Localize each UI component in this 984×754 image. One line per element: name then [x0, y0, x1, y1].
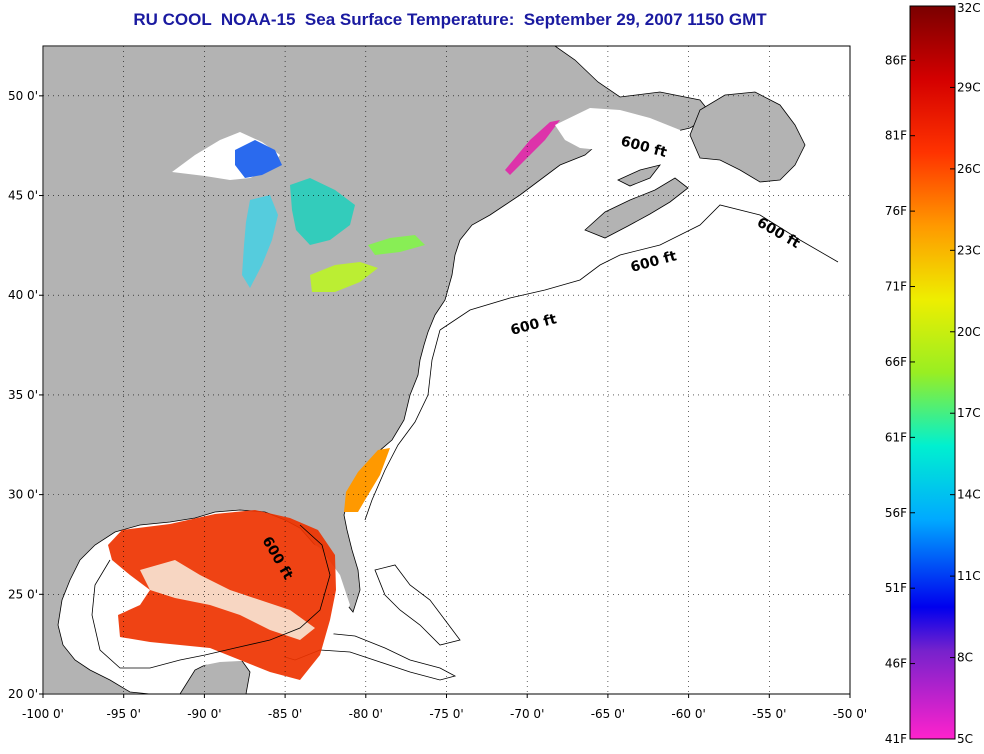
shelf-isobath-south: [364, 329, 441, 521]
latitude-tick-labels: 50 0' 45 0' 40 0' 35 0' 30 0' 25 0' 20 0': [8, 89, 38, 701]
fahrenheit-tick-label: 56F: [885, 506, 907, 520]
celsius-tick-label: 14C: [957, 488, 981, 502]
anticosti-land: [617, 164, 662, 187]
celsius-tick-label: 23C: [957, 243, 981, 257]
lon-tick-label: -65 0': [591, 707, 625, 721]
lon-tick-label: -100 0': [22, 707, 64, 721]
lake-huron: [290, 178, 355, 245]
celsius-tick-label: 26C: [957, 162, 981, 176]
lon-tick-label: -85 0': [268, 707, 302, 721]
land-masses: [42, 45, 806, 695]
lake-ontario: [368, 235, 425, 255]
celsius-tick-label: 20C: [957, 325, 981, 339]
atlantic-sst-strip: [344, 448, 390, 512]
lon-tick-label: -95 0': [107, 707, 141, 721]
lon-tick-label: -50 0': [833, 707, 867, 721]
gulf-st-lawrence: [555, 108, 690, 165]
celsius-tick-label: 11C: [957, 569, 981, 583]
gulf-sst-cool-band: [140, 560, 315, 640]
fahrenheit-tick-label: 81F: [885, 129, 907, 143]
longitude-tick-labels: -100 0' -95 0' -90 0' -85 0' -80 0' -75 0' -70…: [22, 707, 867, 721]
lat-tick-label: 35 0': [8, 388, 38, 402]
fahrenheit-tick-label: 66F: [885, 355, 907, 369]
lon-tick-label: -70 0': [510, 707, 544, 721]
lat-tick-label: 20 0': [8, 687, 38, 701]
bahamas-outline: [374, 564, 461, 646]
fahrenheit-tick-label: 86F: [885, 53, 907, 67]
lat-tick-label: 30 0': [8, 488, 38, 502]
nova-scotia-land: [584, 177, 689, 239]
lat-tick-label: 40 0': [8, 288, 38, 302]
fahrenheit-tick-label: 51F: [885, 581, 907, 595]
fahrenheit-tick-labels: 86F 81F 76F 71F 66F 61F 56F 51F 46F 41F: [885, 53, 915, 746]
fahrenheit-tick-label: 76F: [885, 204, 907, 218]
celsius-tick-label: 32C: [957, 1, 981, 15]
gulf-isobath: [91, 524, 331, 669]
lat-tick-label: 45 0': [8, 189, 38, 203]
lon-tick-label: -55 0': [752, 707, 786, 721]
newfoundland-land: [689, 91, 806, 183]
celsius-tick-label: 29C: [957, 80, 981, 94]
lon-tick-label: -75 0': [429, 707, 463, 721]
celsius-tick-label: 5C: [957, 732, 973, 746]
fahrenheit-tick-label: 41F: [885, 732, 907, 746]
fahrenheit-tick-label: 71F: [885, 280, 907, 294]
celsius-tick-label: 17C: [957, 406, 981, 420]
celsius-tick-labels: 32C 29C 26C 23C 20C 17C 14C 11C 8C 5C: [950, 1, 981, 746]
lake-erie: [310, 262, 378, 292]
lat-tick-label: 50 0': [8, 89, 38, 103]
lat-tick-label: 25 0': [8, 587, 38, 601]
sst-overlays: [82, 108, 690, 680]
shelf-isobath-north: [439, 204, 839, 331]
map-title: RU COOL NOAA-15 Sea Surface Temperature:…: [133, 10, 767, 29]
lon-tick-label: -60 0': [671, 707, 705, 721]
lake-michigan: [242, 195, 278, 288]
st-lawrence-estuary: [505, 120, 560, 175]
fahrenheit-tick-label: 61F: [885, 430, 907, 444]
isobath-lines: [91, 204, 839, 669]
fahrenheit-tick-label: 46F: [885, 657, 907, 671]
graticule: [39, 46, 851, 698]
lon-tick-label: -90 0': [187, 707, 221, 721]
colorbar: [909, 5, 956, 740]
lake-superior-sst: [235, 140, 282, 178]
lon-tick-label: -80 0': [349, 707, 383, 721]
celsius-tick-label: 8C: [957, 651, 973, 665]
